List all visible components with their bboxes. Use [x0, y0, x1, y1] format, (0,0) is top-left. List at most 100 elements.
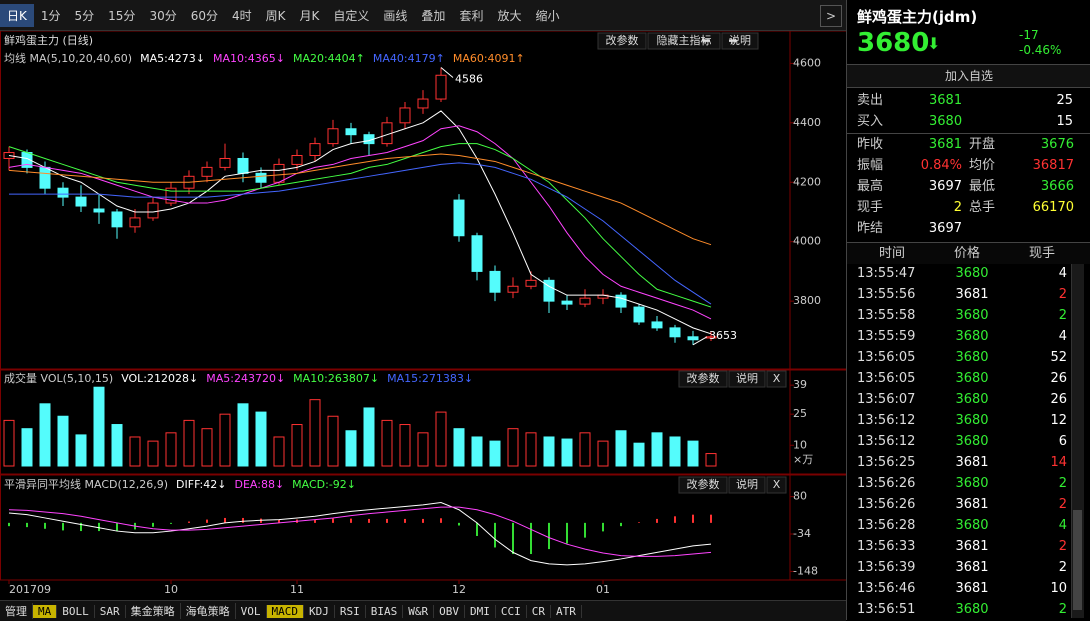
tab[interactable]: MACD	[266, 604, 304, 618]
tab[interactable]: OBV	[434, 604, 465, 618]
cell: 3681	[955, 581, 989, 596]
down-arrow: ⬇	[927, 34, 941, 53]
tab[interactable]: SAR	[95, 604, 126, 618]
candle-body	[291, 155, 303, 165]
tab[interactable]: BOLL	[57, 604, 95, 618]
tab[interactable]: 管理	[0, 603, 33, 619]
panel-button[interactable]: 说明	[736, 371, 758, 385]
volume-bar	[291, 424, 303, 467]
tab[interactable]: 集金策略	[126, 603, 181, 619]
next-button[interactable]: >	[820, 5, 842, 27]
candle-body	[201, 166, 213, 177]
tab[interactable]: RSI	[335, 604, 366, 618]
cell: 12	[1050, 413, 1067, 428]
toolbar-item[interactable]: 5分	[74, 8, 95, 23]
panel-button-bg	[728, 370, 766, 388]
toolbar-item[interactable]: 套利	[459, 8, 484, 23]
x-tick-label: 10	[164, 583, 178, 596]
volume-bar	[543, 436, 555, 467]
candle-body	[579, 297, 591, 305]
volume-bar	[111, 424, 123, 467]
tab[interactable]: VOL	[236, 604, 267, 618]
candle-body	[39, 166, 51, 189]
volume-bar	[579, 432, 591, 467]
quote-name: 鲜鸡蛋主力(jdm)	[857, 8, 978, 26]
volume-bar	[75, 434, 87, 467]
toolbar-item[interactable]: 30分	[149, 8, 177, 23]
cell: 振幅	[857, 158, 884, 173]
toolbar-item[interactable]: 月K	[299, 8, 320, 23]
tab[interactable]: CCI	[496, 604, 527, 618]
toolbar-item[interactable]: 放大	[497, 8, 522, 23]
toolbar-item[interactable]: 4时	[232, 8, 252, 23]
cell: 10	[1050, 581, 1067, 596]
quote-pct: -0.46%	[1019, 43, 1062, 57]
ma-line	[8, 153, 712, 246]
tab[interactable]: CR	[527, 604, 551, 618]
cell: 0.84%	[920, 158, 962, 173]
tab[interactable]: ATR	[551, 604, 582, 618]
cell: 66170	[1032, 200, 1074, 215]
cell: 13:56:05	[857, 350, 916, 365]
cell: 25	[1056, 93, 1073, 108]
toolbar-item[interactable]: 画线	[383, 8, 408, 23]
cell: 3680	[955, 266, 989, 281]
trade-row: 13:56:46 3681 10	[847, 578, 1077, 599]
cell: 3681	[955, 539, 989, 554]
tab[interactable]: 海龟策略	[181, 603, 236, 619]
candle-body	[129, 217, 141, 228]
y-tick-label: -148	[793, 564, 818, 577]
toolbar-item[interactable]: 60分	[190, 8, 218, 23]
tab[interactable]: MA	[33, 604, 58, 618]
candle-body	[75, 196, 87, 207]
panel-button-bg	[678, 370, 728, 388]
volume-bar	[489, 440, 501, 467]
toolbar-item[interactable]: 日K	[0, 3, 34, 27]
panel-button[interactable]: 改参数	[687, 477, 720, 491]
cell: 2	[1058, 287, 1067, 302]
tab[interactable]: KDJ	[304, 604, 335, 618]
scroll-thumb[interactable]	[1073, 510, 1082, 610]
toolbar-item[interactable]: 周K	[265, 8, 286, 23]
toolbar-item[interactable]: 1分	[40, 8, 61, 23]
max-label: 4586	[455, 73, 483, 86]
legend-item: VOL:212028↓	[121, 372, 198, 385]
add-watch[interactable]: 加入自选	[847, 64, 1090, 88]
volume-bar	[417, 432, 429, 467]
panel-button[interactable]: 说明	[729, 33, 751, 47]
tab[interactable]: DMI	[465, 604, 496, 618]
panel-button[interactable]: X	[773, 372, 781, 385]
cell: 3676	[1040, 137, 1074, 152]
candle-body	[543, 279, 555, 302]
panel-button[interactable]: 隐藏主指标	[657, 33, 712, 47]
candle-body	[417, 98, 429, 109]
volume-bar	[273, 436, 285, 467]
toolbar-item[interactable]: 叠加	[421, 8, 446, 23]
volume-bar	[453, 428, 465, 467]
toolbar-item[interactable]: 自定义	[333, 8, 370, 23]
tab[interactable]: BIAS	[366, 604, 404, 618]
candle-body	[489, 270, 501, 293]
panel-button[interactable]: X	[773, 478, 781, 491]
toolbar-item[interactable]: 缩小	[535, 8, 560, 23]
cell: 卖出	[857, 93, 884, 108]
panel-button[interactable]: 说明	[736, 477, 758, 491]
x-tick-label: 12	[452, 583, 466, 596]
cell: 2	[1058, 476, 1067, 491]
panel-button[interactable]: 改参数	[606, 33, 639, 47]
tab[interactable]: W&R	[403, 604, 435, 618]
book-row: 买入 3680 15	[847, 111, 1077, 132]
volume-bar	[3, 419, 15, 467]
legend-item: MA20:4404↑	[293, 52, 365, 65]
toolbar-item[interactable]: 15分	[108, 8, 136, 23]
y-tick-label: 80	[793, 490, 807, 503]
candle-body	[525, 279, 537, 287]
cell: 4	[1058, 518, 1067, 533]
legend-item: MACD:-92↓	[292, 478, 356, 491]
cell: 4	[1058, 266, 1067, 281]
panel-button[interactable]: 改参数	[687, 371, 720, 385]
cell: 2	[1058, 308, 1067, 323]
candle-body	[237, 157, 249, 174]
